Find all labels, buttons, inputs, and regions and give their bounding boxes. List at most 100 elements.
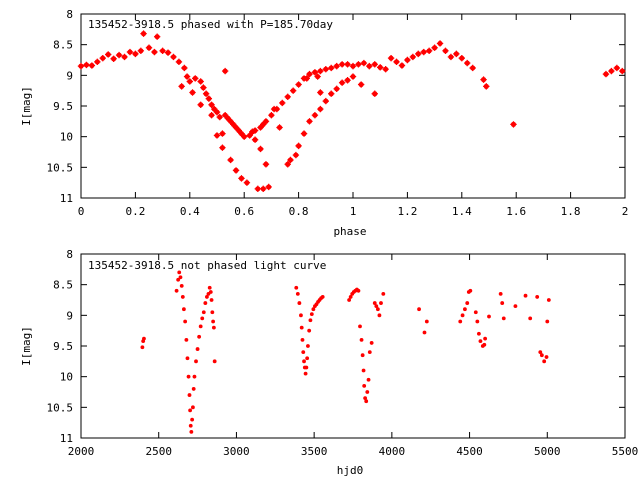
data-point (523, 293, 528, 298)
data-point (475, 319, 480, 324)
data-point (306, 344, 310, 348)
data-point (476, 331, 481, 336)
data-point (287, 156, 294, 164)
data-point (322, 97, 329, 105)
plot-frame (80, 253, 626, 439)
x-tick-label: 1.4 (452, 205, 472, 218)
data-point (142, 336, 146, 341)
data-point (191, 405, 195, 410)
x-tick-label: 0 (78, 205, 85, 218)
data-point (333, 85, 340, 93)
data-point (265, 183, 272, 191)
data-point (304, 365, 309, 370)
data-point (188, 408, 193, 413)
data-point (619, 67, 626, 75)
data-point (338, 79, 346, 86)
data-point (382, 66, 389, 73)
data-point (483, 336, 488, 341)
data-point (404, 56, 411, 64)
data-point (110, 55, 117, 62)
y-tick-label: 10 (60, 371, 73, 384)
data-point (498, 291, 503, 296)
data-point (295, 81, 302, 88)
y-axis-label: I[mag] (20, 326, 33, 366)
data-point (105, 51, 112, 58)
data-point (189, 429, 194, 434)
data-point (159, 47, 166, 54)
data-point (205, 95, 213, 102)
x-tick-label: 3000 (223, 445, 250, 458)
x-tick-label: 0.2 (125, 205, 145, 218)
x-tick-label: 1.2 (397, 205, 417, 218)
data-point (460, 313, 465, 318)
data-point (99, 54, 106, 62)
x-tick-label: 5000 (534, 445, 561, 458)
data-point (246, 132, 253, 139)
data-point (276, 124, 283, 131)
data-point (469, 64, 476, 72)
y-tick-label: 9.5 (53, 100, 73, 113)
data-point (197, 334, 202, 339)
data-point (311, 69, 319, 76)
data-point (535, 295, 540, 299)
y-tick-label: 11 (60, 192, 73, 205)
data-point (262, 161, 270, 168)
data-point (369, 341, 374, 345)
data-point (202, 90, 210, 97)
data-points (140, 270, 551, 434)
data-point (338, 61, 346, 68)
data-point (188, 423, 193, 428)
data-point (200, 316, 205, 321)
data-point (260, 185, 267, 192)
data-point (176, 277, 181, 282)
y-tick-label: 11 (60, 432, 73, 445)
data-point (344, 77, 351, 84)
data-point (210, 310, 215, 315)
x-tick-label: 1.6 (506, 205, 526, 218)
data-point (137, 47, 145, 54)
data-point (284, 93, 291, 100)
data-point (544, 355, 549, 359)
x-tick-label: 2500 (145, 445, 172, 458)
data-point (487, 314, 491, 319)
data-point (185, 356, 190, 361)
data-point (307, 328, 312, 333)
data-point (608, 67, 615, 75)
data-point (415, 50, 422, 58)
data-point (473, 310, 478, 315)
data-point (213, 108, 221, 116)
data-point (458, 54, 465, 62)
data-point (192, 374, 197, 379)
data-point (177, 270, 182, 275)
data-point (175, 58, 183, 66)
data-point (478, 339, 483, 343)
y-tick-label: 9 (66, 69, 73, 82)
data-point (301, 350, 306, 355)
data-point (180, 295, 185, 299)
x-tick-label: 3500 (301, 445, 328, 458)
data-point (219, 144, 226, 151)
y-tick-label: 10.5 (47, 401, 74, 414)
data-point (320, 295, 325, 299)
x-tick-label: 2000 (68, 445, 95, 458)
data-point (510, 121, 517, 128)
data-point (613, 64, 621, 72)
data-point (602, 70, 610, 78)
data-point (311, 307, 316, 312)
data-point (212, 359, 217, 364)
data-point (251, 136, 259, 143)
data-point (381, 291, 386, 296)
data-point (362, 383, 367, 388)
data-point (232, 167, 240, 174)
data-point (367, 350, 372, 355)
data-point (358, 324, 362, 329)
chart-title: 135452-3918.5 phased with P=185.70day (88, 18, 333, 31)
data-point (197, 101, 204, 108)
data-point (164, 49, 172, 56)
data-point (241, 133, 248, 140)
data-point (442, 47, 449, 54)
data-point (181, 307, 186, 312)
axis-ticks (80, 253, 626, 439)
data-point (424, 319, 429, 324)
data-point (306, 118, 313, 125)
